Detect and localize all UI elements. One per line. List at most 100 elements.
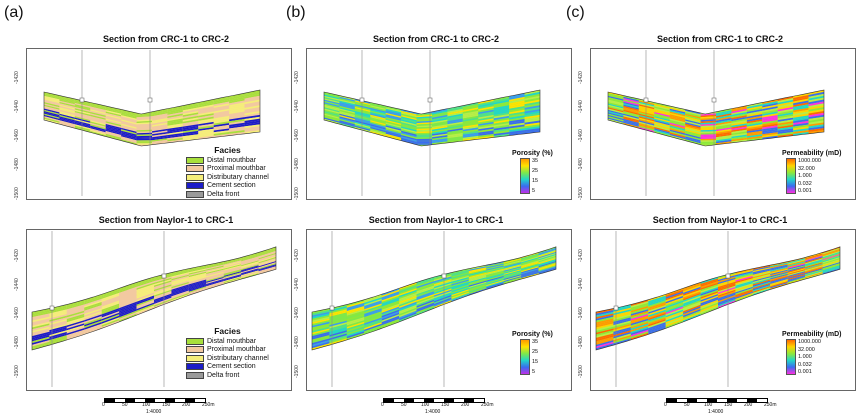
- panel-letter-a: (a): [4, 4, 24, 21]
- scale-bar-segments: [666, 398, 768, 403]
- legend-label: Cement section: [207, 363, 256, 371]
- legend-swatch: [186, 354, 204, 362]
- section-outline: [31, 246, 277, 351]
- colorbar-title: Porosity (%): [512, 331, 553, 338]
- colorbar-title: Permeability (mD): [782, 150, 842, 157]
- scale-tick-label: 50: [684, 402, 690, 408]
- scale-tick-label: 200: [182, 402, 191, 408]
- section-title-b-top: Section from CRC-1 to CRC-2: [372, 34, 499, 44]
- colorbar-gradient: [786, 339, 796, 375]
- scale-tick-label: 200: [461, 402, 470, 408]
- facies-section-body: [44, 90, 260, 146]
- scale-tick-label: 150: [162, 402, 171, 408]
- colorbar-label: 15: [532, 359, 539, 365]
- colorbar-label: 35: [532, 158, 539, 164]
- scale-tick-label: 250m: [481, 402, 494, 408]
- legend-swatch: [186, 190, 204, 198]
- legend-label: Distributary channel: [207, 354, 269, 362]
- legend-item: Distributary channel: [186, 354, 269, 363]
- colorbar-label: 25: [532, 168, 539, 174]
- legend-item: Proximal mouthbar: [186, 165, 269, 174]
- panel-letter-b: (b): [286, 4, 306, 21]
- scale-tick-label: 100: [142, 402, 151, 408]
- scale-ratio: 1:4000: [425, 409, 441, 415]
- colorbar-gradient: [786, 158, 796, 194]
- facies-legend-title: Facies: [214, 326, 241, 336]
- scale-bar: 0 50 100 150 200 250m 1:4000: [381, 398, 494, 416]
- scale-bar: 0 50 100 150 200 250m 1:4000: [664, 398, 777, 416]
- colorbar-title: Porosity (%): [512, 150, 553, 157]
- legend-swatch: [186, 363, 204, 371]
- well-marker: [427, 97, 433, 103]
- well-marker: [329, 305, 335, 311]
- legend-label: Proximal mouthbar: [207, 346, 266, 354]
- colorbar-label: 0.001: [798, 369, 812, 375]
- well-marker: [725, 273, 731, 279]
- well-marker: [161, 273, 167, 279]
- scale-tick-label: 200: [744, 402, 753, 408]
- legend-label: Distal mouthbar: [207, 156, 257, 164]
- porosity-colorbar-top: Porosity (%) 35 25 15 5: [512, 150, 553, 194]
- colorbar-title: Permeability (mD): [782, 331, 842, 338]
- scale-tick-label: 0: [102, 402, 105, 408]
- colorbar-label: 0.001: [798, 188, 812, 194]
- scale-tick-label: 100: [704, 402, 713, 408]
- permeability-section-body: [596, 246, 840, 350]
- facies-section-body: [32, 246, 276, 350]
- legend-swatch: [186, 371, 204, 379]
- scale-tick-label: 250m: [202, 402, 215, 408]
- section-outline: [607, 89, 825, 147]
- well-marker: [49, 305, 55, 311]
- legend-label: Delta front: [207, 371, 240, 379]
- scale-tick-label: 0: [381, 402, 384, 408]
- permeability-colorbar-bottom: Permeability (mD) 1000.000 32.000 1.000 0.0…: [782, 331, 842, 375]
- colorbar-label: 32.000: [798, 165, 815, 172]
- legend-swatch: [186, 173, 204, 181]
- colorbar-label: 5: [532, 369, 536, 375]
- legend-swatch: [186, 182, 204, 190]
- scale-tick-label: 250m: [764, 402, 777, 408]
- facies-legend-top: Facies Distal mouthbar Proximal mouthbar…: [186, 145, 269, 199]
- section-outline: [323, 89, 541, 147]
- section-title-a-top: Section from CRC-1 to CRC-2: [102, 34, 229, 44]
- well-marker: [643, 97, 649, 103]
- section-outline: [311, 246, 557, 351]
- porosity-section-body: [324, 90, 540, 146]
- colorbar-gradient: [520, 158, 530, 194]
- porosity-colorbar-bottom: Porosity (%) 35 25 15 5: [512, 331, 553, 375]
- legend-item: Delta front: [186, 190, 269, 199]
- panel-letter-c: (c): [566, 4, 585, 21]
- colorbar-label: 15: [532, 178, 539, 184]
- well-marker: [147, 97, 153, 103]
- section-outline: [43, 89, 261, 147]
- colorbar-label: 1000.000: [798, 339, 821, 345]
- colorbar-label: 35: [532, 339, 539, 345]
- legend-item: Distal mouthbar: [186, 337, 269, 346]
- porosity-section-body: [312, 246, 556, 350]
- section-title-c-bottom: Section from Naylor-1 to CRC-1: [652, 215, 788, 225]
- legend-swatch: [186, 337, 204, 345]
- scale-bar: 0 50 100 150 200 250m 1:4000: [102, 398, 215, 416]
- well-marker: [711, 97, 717, 103]
- legend-swatch: [186, 346, 204, 354]
- colorbar-gradient: [520, 339, 530, 375]
- section-title-a-bottom: Section from Naylor-1 to CRC-1: [98, 215, 234, 225]
- well-marker: [79, 97, 85, 103]
- scale-tick-label: 100: [421, 402, 430, 408]
- well-marker: [613, 305, 619, 311]
- legend-item: Delta front: [186, 371, 269, 380]
- colorbar-label: 25: [532, 349, 539, 355]
- legend-item: Cement section: [186, 363, 269, 372]
- colorbar-label: 0.032: [798, 361, 812, 368]
- scale-ratio: 1:4000: [146, 409, 162, 415]
- scale-bar-segments: [383, 398, 485, 403]
- colorbar-label: 0.032: [798, 180, 812, 187]
- scale-tick-label: 50: [401, 402, 407, 408]
- legend-label: Cement section: [207, 182, 256, 190]
- colorbar-label: 1.000: [798, 354, 812, 360]
- section-outline: [595, 246, 841, 351]
- scale-tick-label: 50: [122, 402, 128, 408]
- section-title-b-bottom: Section from Naylor-1 to CRC-1: [368, 215, 504, 225]
- scale-bar-segments: [104, 398, 206, 403]
